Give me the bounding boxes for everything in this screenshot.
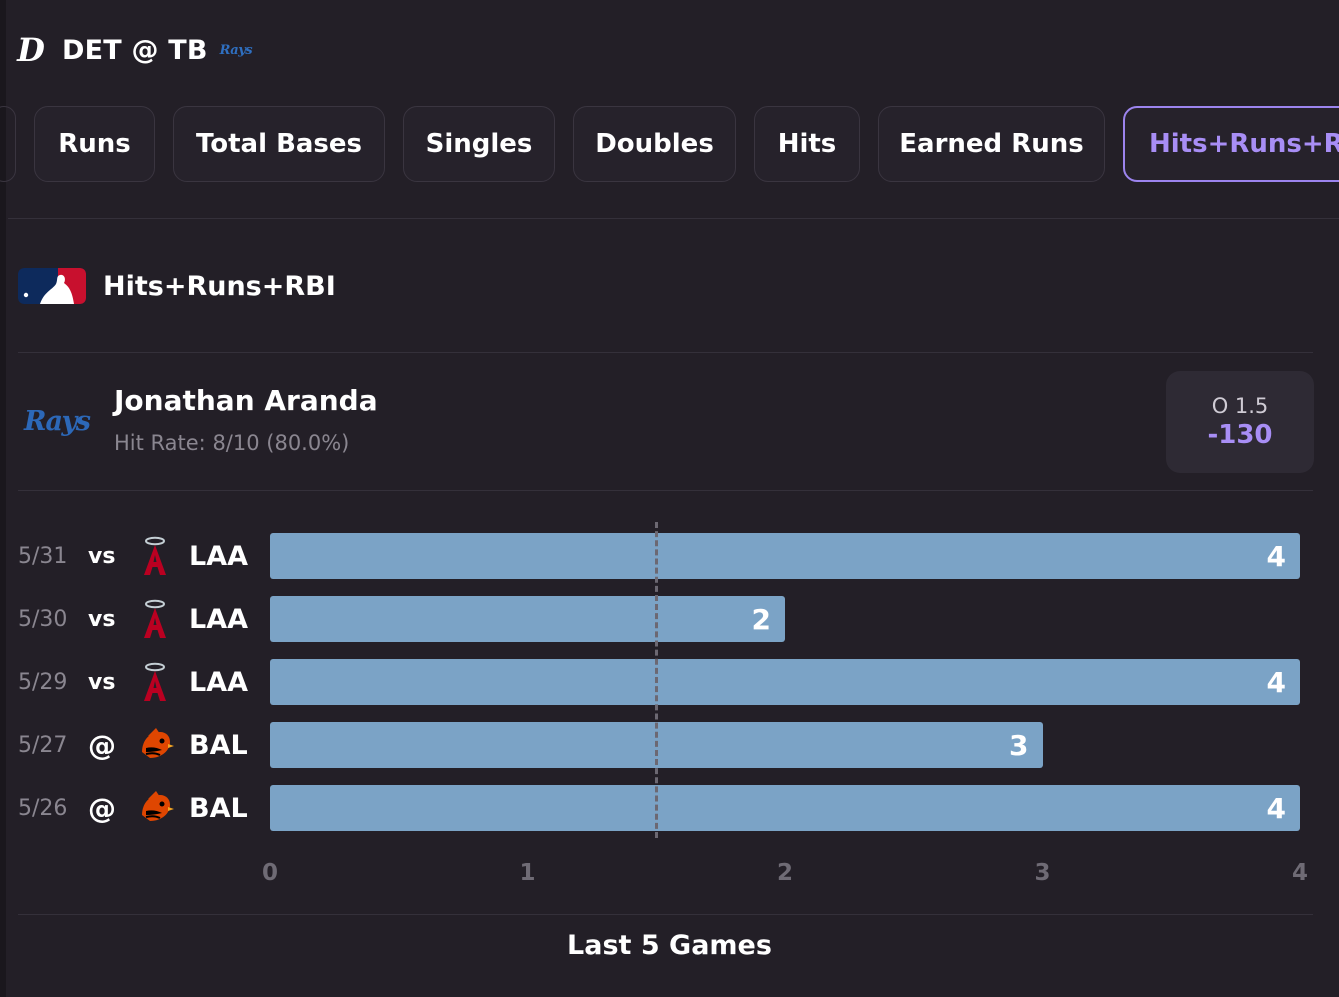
tab-runs[interactable]: Runs (34, 106, 155, 182)
game-bar[interactable]: 4 (270, 533, 1300, 579)
player-divider (18, 490, 1313, 491)
odds-line: O 1.5 (1211, 394, 1269, 418)
game-venue: @ (88, 728, 116, 762)
x-axis-tick: 0 (261, 860, 278, 886)
game-venue: vs (88, 606, 116, 632)
game-bar[interactable]: 4 (270, 785, 1300, 831)
orioles-logo-icon (136, 785, 174, 831)
angels-logo-icon (136, 533, 174, 579)
matchup-title: DET @ TB (62, 34, 208, 66)
opponent-abbr: LAA (189, 540, 248, 572)
rays-team-logo-icon: Rays (24, 405, 91, 437)
rays-logo-icon: Rays (219, 42, 253, 58)
x-axis-tick: 2 (776, 860, 793, 886)
mlb-logo-icon (18, 268, 86, 304)
bar-value-label: 3 (1009, 728, 1029, 762)
orioles-logo-icon (136, 722, 174, 768)
game-bar[interactable]: 2 (270, 596, 785, 642)
x-axis-tick: 4 (1291, 860, 1308, 886)
game-date: 5/30 (18, 606, 68, 632)
market-divider (18, 352, 1313, 353)
opponent-abbr: LAA (189, 603, 248, 635)
game-bar[interactable]: 4 (270, 659, 1300, 705)
tab-total-bases[interactable]: Total Bases (173, 106, 385, 182)
tigers-logo-icon: D (17, 31, 45, 69)
matchup-header: D DET @ TB Rays (17, 28, 253, 72)
tab-doubles[interactable]: Doubles (573, 106, 736, 182)
threshold-line (655, 522, 659, 838)
window-edge (0, 0, 6, 997)
chart-divider (18, 914, 1313, 915)
player-name[interactable]: Jonathan Aranda (114, 384, 378, 417)
opponent-abbr: BAL (189, 792, 248, 824)
game-date: 5/27 (18, 732, 68, 758)
market-tabs: Runs Total Bases Singles Doubles Hits Ea… (0, 106, 1339, 186)
tab-previous-partial[interactable] (0, 106, 16, 182)
game-date: 5/31 (18, 543, 68, 569)
tab-hits-runs-rbi[interactable]: Hits+Runs+RBI (1123, 106, 1339, 182)
market-title: Hits+Runs+RBI (103, 270, 336, 302)
hit-rate: Hit Rate: 8/10 (80.0%) (114, 431, 350, 455)
bar-value-label: 2 (751, 602, 771, 636)
tab-earned-runs[interactable]: Earned Runs (878, 106, 1105, 182)
game-venue: vs (88, 543, 116, 569)
bar-value-label: 4 (1266, 539, 1286, 573)
bar-value-label: 4 (1266, 791, 1286, 825)
market-header: Hits+Runs+RBI (18, 266, 336, 306)
odds-button[interactable]: O 1.5 -130 (1166, 371, 1314, 473)
angels-logo-icon (136, 659, 174, 705)
opponent-abbr: BAL (189, 729, 248, 761)
game-date: 5/29 (18, 669, 68, 695)
tab-hits[interactable]: Hits (754, 106, 860, 182)
tabs-divider (8, 218, 1339, 219)
bar-value-label: 4 (1266, 665, 1286, 699)
game-venue: vs (88, 669, 116, 695)
angels-logo-icon (136, 596, 174, 642)
odds-price: -130 (1207, 420, 1273, 450)
chart-title: Last 5 Games (567, 930, 772, 961)
game-date: 5/26 (18, 795, 68, 821)
game-venue: @ (88, 791, 116, 825)
tab-singles[interactable]: Singles (403, 106, 555, 182)
opponent-abbr: LAA (189, 666, 248, 698)
x-axis-tick: 3 (1034, 860, 1051, 886)
x-axis-tick: 1 (519, 860, 536, 886)
